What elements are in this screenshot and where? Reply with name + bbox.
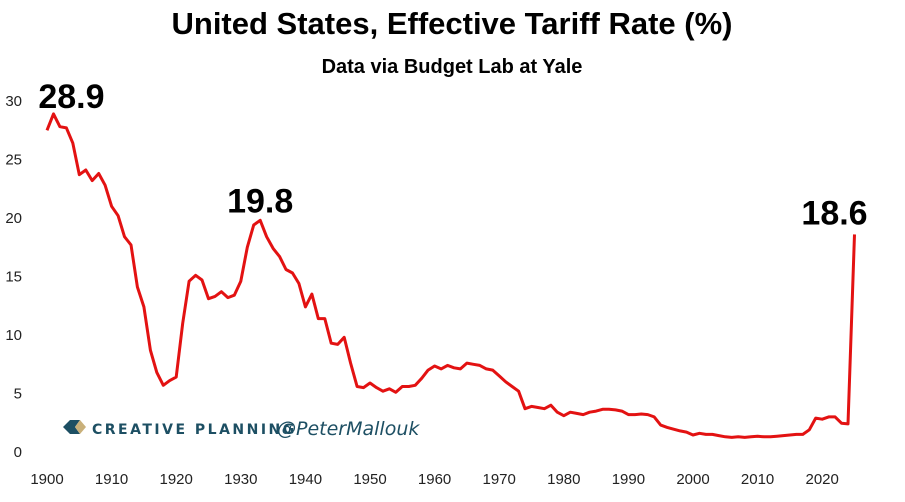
x-tick-label: 1940 — [289, 471, 322, 488]
y-tick-label: 10 — [5, 327, 22, 344]
annotations: 28.9 19.8 18.6 — [38, 78, 867, 233]
social-handle: @PeterMallouk — [277, 418, 420, 440]
y-tick-label: 0 — [14, 444, 22, 461]
chart-subtitle: Data via Budget Lab at Yale — [322, 56, 583, 78]
x-tick-label: 1970 — [483, 471, 516, 488]
series-line-tariff-rate — [45, 112, 856, 439]
y-tick-label: 30 — [5, 93, 22, 110]
x-tick-label: 1920 — [160, 471, 193, 488]
data-label: 28.9 — [38, 78, 104, 116]
y-tick-label: 15 — [5, 269, 22, 286]
brand-name: CREATIVE PLANNING — [92, 422, 297, 438]
x-tick-label: 2000 — [676, 471, 709, 488]
x-axis: 1900 1910 1920 1930 1940 1950 1960 1970 1980 1990… — [30, 471, 839, 488]
chart-title: United States, Effective Tariff Rate (%) — [172, 6, 733, 41]
y-axis: 0 5 10 15 20 25 30 — [5, 93, 22, 461]
x-tick-label: 1990 — [612, 471, 645, 488]
y-tick-label: 20 — [5, 210, 22, 227]
branding: CREATIVE PLANNING @PeterMallouk — [63, 418, 420, 440]
x-tick-label: 1910 — [95, 471, 128, 488]
data-label: 18.6 — [801, 194, 867, 232]
creative-planning-logo-icon — [63, 420, 86, 434]
y-tick-label: 25 — [5, 152, 22, 169]
x-tick-label: 1960 — [418, 471, 451, 488]
x-tick-label: 1900 — [30, 471, 63, 488]
data-label: 19.8 — [227, 182, 293, 220]
x-tick-label: 1980 — [547, 471, 580, 488]
y-tick-label: 5 — [14, 386, 22, 403]
x-tick-label: 2010 — [741, 471, 774, 488]
x-tick-label: 1930 — [224, 471, 257, 488]
x-tick-label: 1950 — [353, 471, 386, 488]
x-tick-label: 2020 — [806, 471, 839, 488]
